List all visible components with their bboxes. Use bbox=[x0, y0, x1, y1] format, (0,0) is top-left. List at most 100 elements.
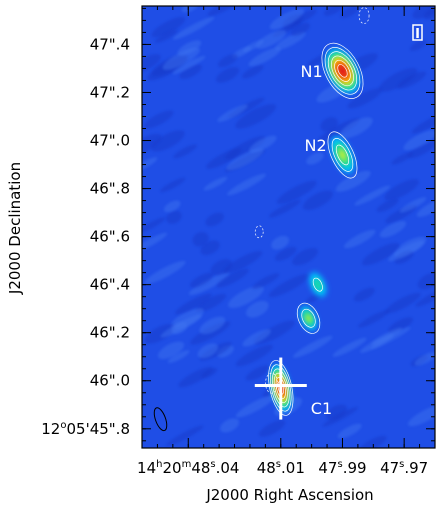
noise-streak bbox=[160, 177, 186, 193]
noise-streak bbox=[215, 67, 240, 83]
source-label-n2: N2 bbox=[304, 136, 326, 155]
noise-streak bbox=[388, 240, 425, 262]
contour-n1 bbox=[334, 59, 351, 82]
noise-streak bbox=[217, 104, 248, 122]
noise-streak bbox=[143, 110, 174, 129]
beam-ellipse bbox=[153, 407, 168, 432]
noise-streak bbox=[252, 273, 280, 289]
noise-streak bbox=[226, 173, 266, 196]
noise-streak bbox=[218, 54, 238, 68]
stokes-label: I bbox=[415, 27, 420, 42]
noise-streak bbox=[162, 47, 201, 71]
noise-streak bbox=[246, 300, 269, 318]
noise-streak bbox=[255, 30, 287, 49]
noise-streak bbox=[340, 6, 359, 18]
contour-n1 bbox=[324, 47, 361, 95]
stokes-box bbox=[412, 24, 423, 41]
noise-streak bbox=[223, 251, 263, 274]
noise-streak bbox=[192, 232, 209, 247]
noise-streak bbox=[353, 287, 375, 302]
noise-streak bbox=[274, 31, 306, 50]
noise-streak bbox=[227, 285, 264, 308]
noise-streak bbox=[292, 335, 333, 358]
noise-streak bbox=[199, 316, 226, 335]
y-tick-label: 46".6 bbox=[90, 228, 130, 246]
source-label-n1: N1 bbox=[300, 62, 322, 81]
noise-streak bbox=[362, 242, 400, 266]
noise-streak bbox=[178, 367, 213, 388]
noise-streak bbox=[376, 198, 399, 212]
noise-streak bbox=[399, 197, 427, 213]
noise-streak bbox=[142, 232, 168, 254]
contour-component bbox=[301, 308, 316, 328]
noise-streak bbox=[397, 71, 427, 89]
noise-streak bbox=[385, 292, 421, 314]
noise-streak bbox=[195, 293, 227, 313]
noise-streak bbox=[415, 287, 435, 307]
noise-streak bbox=[167, 350, 190, 363]
noise-streak bbox=[174, 293, 212, 315]
noise-streak bbox=[391, 151, 413, 165]
component-blob bbox=[313, 278, 322, 291]
noise-streak bbox=[411, 112, 435, 134]
noise-streak bbox=[188, 271, 230, 296]
noise-streak bbox=[290, 22, 310, 36]
noise-streak bbox=[302, 190, 333, 211]
noise-streak bbox=[144, 260, 186, 285]
y-tick-label: 12o05'45".8 bbox=[41, 420, 130, 438]
noise-streak bbox=[225, 136, 266, 160]
contour-component bbox=[296, 302, 321, 334]
noise-texture bbox=[142, 6, 435, 448]
x-tick-label: 47s.99 bbox=[318, 459, 366, 477]
component-blob bbox=[305, 314, 312, 323]
noise-streak bbox=[235, 344, 273, 367]
noise-streak bbox=[172, 55, 206, 75]
noise-streak bbox=[203, 176, 228, 191]
contour-n1 bbox=[331, 55, 354, 87]
source-labels: N1 N2 C1 bbox=[300, 62, 332, 418]
noise-streak bbox=[378, 68, 418, 92]
noise-streak bbox=[409, 40, 427, 51]
noise-streak bbox=[337, 423, 362, 439]
contour-n1 bbox=[327, 51, 358, 91]
noise-streak bbox=[142, 217, 166, 234]
negative-contour bbox=[265, 372, 278, 394]
contour-n2 bbox=[331, 138, 354, 172]
noise-streak bbox=[414, 352, 435, 366]
noise-streak bbox=[335, 170, 371, 192]
noise-streak bbox=[235, 395, 275, 418]
noise-streak bbox=[172, 16, 215, 40]
noise-streak bbox=[322, 406, 359, 427]
noise-streak bbox=[343, 229, 376, 249]
y-tick-label: 46".2 bbox=[90, 324, 130, 342]
noise-streak bbox=[160, 314, 203, 338]
noise-streak bbox=[157, 341, 185, 360]
noise-streak bbox=[271, 235, 289, 250]
y-tick-label: 47".2 bbox=[90, 83, 130, 101]
y-axis-title: J2000 Declination bbox=[6, 162, 24, 295]
x-tick-labels: 14h20m48s.04 48s.01 47s.99 47s.97 bbox=[137, 459, 428, 477]
contour-lines bbox=[254, 7, 370, 416]
noise-streak bbox=[242, 65, 264, 79]
contour-n1 bbox=[321, 42, 364, 99]
noise-streak bbox=[332, 337, 367, 357]
noise-streak bbox=[354, 185, 391, 206]
x-tick-label: 14h20m48s.04 bbox=[137, 459, 239, 477]
noise-streak bbox=[412, 6, 435, 19]
source-label-c1: C1 bbox=[311, 399, 332, 418]
noise-streak bbox=[306, 152, 324, 165]
noise-streak bbox=[388, 317, 414, 333]
x-tick-label: 47s.97 bbox=[380, 459, 428, 477]
noise-streak bbox=[347, 88, 382, 109]
noise-streak bbox=[166, 210, 182, 224]
stokes-indicator: I bbox=[412, 24, 423, 42]
noise-streak bbox=[154, 29, 178, 43]
source-blob-n1 bbox=[339, 67, 346, 75]
noise-streak bbox=[179, 64, 202, 79]
noise-streak bbox=[165, 425, 204, 447]
noise-streak bbox=[339, 117, 373, 139]
noise-streak bbox=[245, 365, 270, 381]
noise-streak bbox=[248, 47, 282, 67]
contour-n2 bbox=[335, 144, 350, 166]
